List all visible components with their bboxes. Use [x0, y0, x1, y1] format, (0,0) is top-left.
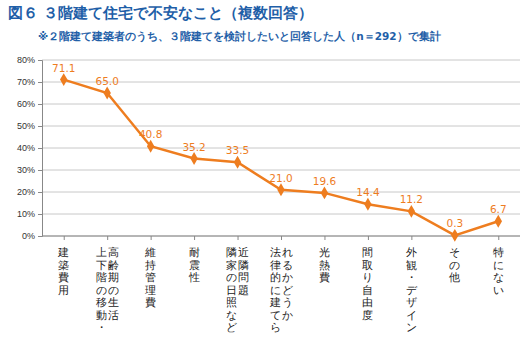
y-tick-mark [38, 60, 42, 61]
marker [60, 73, 67, 86]
x-tick-mark [107, 236, 108, 240]
marker [321, 186, 328, 199]
x-tick [498, 236, 499, 240]
data-label: 71.1 [52, 62, 75, 74]
marker [495, 215, 502, 228]
y-tick: 60% [17, 99, 42, 109]
x-tick [368, 236, 369, 240]
x-tick-label: 光熱費 [319, 246, 330, 284]
x-tick-mark [64, 236, 65, 240]
grid-line [42, 60, 520, 61]
data-label: 40.8 [139, 128, 162, 140]
y-tick-label: 10% [17, 209, 35, 219]
y-tick-label: 30% [17, 165, 35, 175]
x-tick-mark [281, 236, 282, 240]
x-tick-label: 建築費用 [57, 246, 69, 297]
grid-line [42, 214, 520, 215]
x-tick-mark [151, 236, 152, 240]
subtitle: ※２階建て建築者のうち、３階建てを検討したいと回答した人（n＝292）で集計 [38, 30, 441, 43]
x-tick-label: その他 [449, 246, 460, 284]
y-tick: 10% [17, 209, 42, 219]
data-label: 0.3 [446, 217, 463, 229]
marker [451, 229, 458, 242]
x-tick-label: 法律的に建てられるかどうか [269, 246, 293, 334]
y-tick: 50% [17, 121, 42, 131]
plot-area [60, 73, 502, 242]
data-label: 21.0 [269, 172, 292, 184]
data-label: 33.5 [226, 144, 249, 156]
x-tick [64, 236, 65, 240]
marker [364, 198, 371, 211]
x-tick-mark [324, 236, 325, 240]
grid-line [42, 126, 520, 127]
data-label: 35.2 [182, 141, 205, 153]
x-tick-labels: 建築費用 上下階の移動・高齢期の生活 維持管理費 耐震性 隣家の日照など近隣問題法律的に… [57, 246, 504, 334]
x-tick-label: 耐震性 [188, 246, 200, 284]
y-tick-label: 40% [17, 143, 35, 153]
x-tick [324, 236, 325, 240]
x-tick [151, 236, 152, 240]
grid-line [42, 148, 520, 149]
x-tick [281, 236, 282, 240]
y-tick: 40% [17, 143, 42, 153]
x-tick-label: 外観・デザイン [406, 246, 418, 334]
y-tick-mark [38, 148, 42, 149]
y-tick-mark [38, 192, 42, 193]
marker [234, 156, 241, 169]
data-label: 19.6 [313, 175, 337, 187]
chart: 図６ ３階建て住宅で不安なこと（複数回答） ※２階建て建築者のうち、３階建てを検討… [0, 0, 530, 357]
x-tick-mark [368, 236, 369, 240]
y-tick: 20% [17, 187, 42, 197]
data-label: 14.4 [356, 186, 380, 198]
y-tick-label: 70% [17, 77, 35, 87]
data-labels: 71.1 65.0 40.8 35.2 33.5 21.0 19.6 14.4 11.2 0.3 6… [52, 62, 507, 230]
marker [147, 140, 154, 153]
y-tick-mark [38, 214, 42, 215]
y-axis: 0% 10% 20% 30% 40% 50% 60% 70% 80% [17, 55, 43, 241]
y-tick-label: 80% [17, 55, 35, 65]
x-tick-label: 間取り自由度 [362, 246, 373, 322]
grid-line [42, 104, 520, 105]
y-axis-line [38, 61, 43, 237]
y-tick: 70% [17, 77, 42, 87]
y-tick-label: 0% [22, 231, 35, 241]
y-tick-mark [38, 170, 42, 171]
x-tick-label: 特にない [493, 246, 504, 297]
x-tick-label: 維持管理費 [144, 246, 156, 309]
marker [408, 205, 415, 218]
y-tick-label: 20% [17, 187, 35, 197]
x-tick-mark [411, 236, 412, 240]
x-tick-mark [238, 236, 239, 240]
data-label: 6.7 [490, 203, 507, 215]
x-tick [411, 236, 412, 240]
grid [42, 60, 520, 236]
x-tick [194, 236, 195, 240]
x-tick-mark [498, 236, 499, 240]
x-tick-label: 上下階の移動・高齢期の生活 [96, 246, 119, 334]
y-tick-label: 60% [17, 99, 35, 109]
x-tick [238, 236, 239, 240]
y-tick: 0% [22, 231, 42, 241]
marker [190, 152, 197, 165]
marker [277, 183, 284, 196]
title: 図６ ３階建て住宅で不安なこと（複数回答） [8, 4, 313, 22]
x-tick [107, 236, 108, 240]
y-tick: 80% [17, 55, 42, 65]
y-tick-mark [38, 104, 42, 105]
y-tick-label: 50% [17, 121, 35, 131]
y-tick-mark [38, 126, 42, 127]
y-tick: 30% [17, 165, 42, 175]
x-tick-label: 隣家の日照など近隣問題 [226, 246, 249, 334]
x-tick-mark [194, 236, 195, 240]
y-tick-mark [38, 236, 42, 237]
x-axis [42, 236, 520, 240]
data-label: 11.2 [400, 193, 423, 205]
y-tick-mark [38, 82, 42, 83]
grid-line [42, 170, 520, 171]
data-label: 65.0 [95, 75, 118, 87]
line [64, 80, 499, 236]
marker [103, 87, 110, 100]
